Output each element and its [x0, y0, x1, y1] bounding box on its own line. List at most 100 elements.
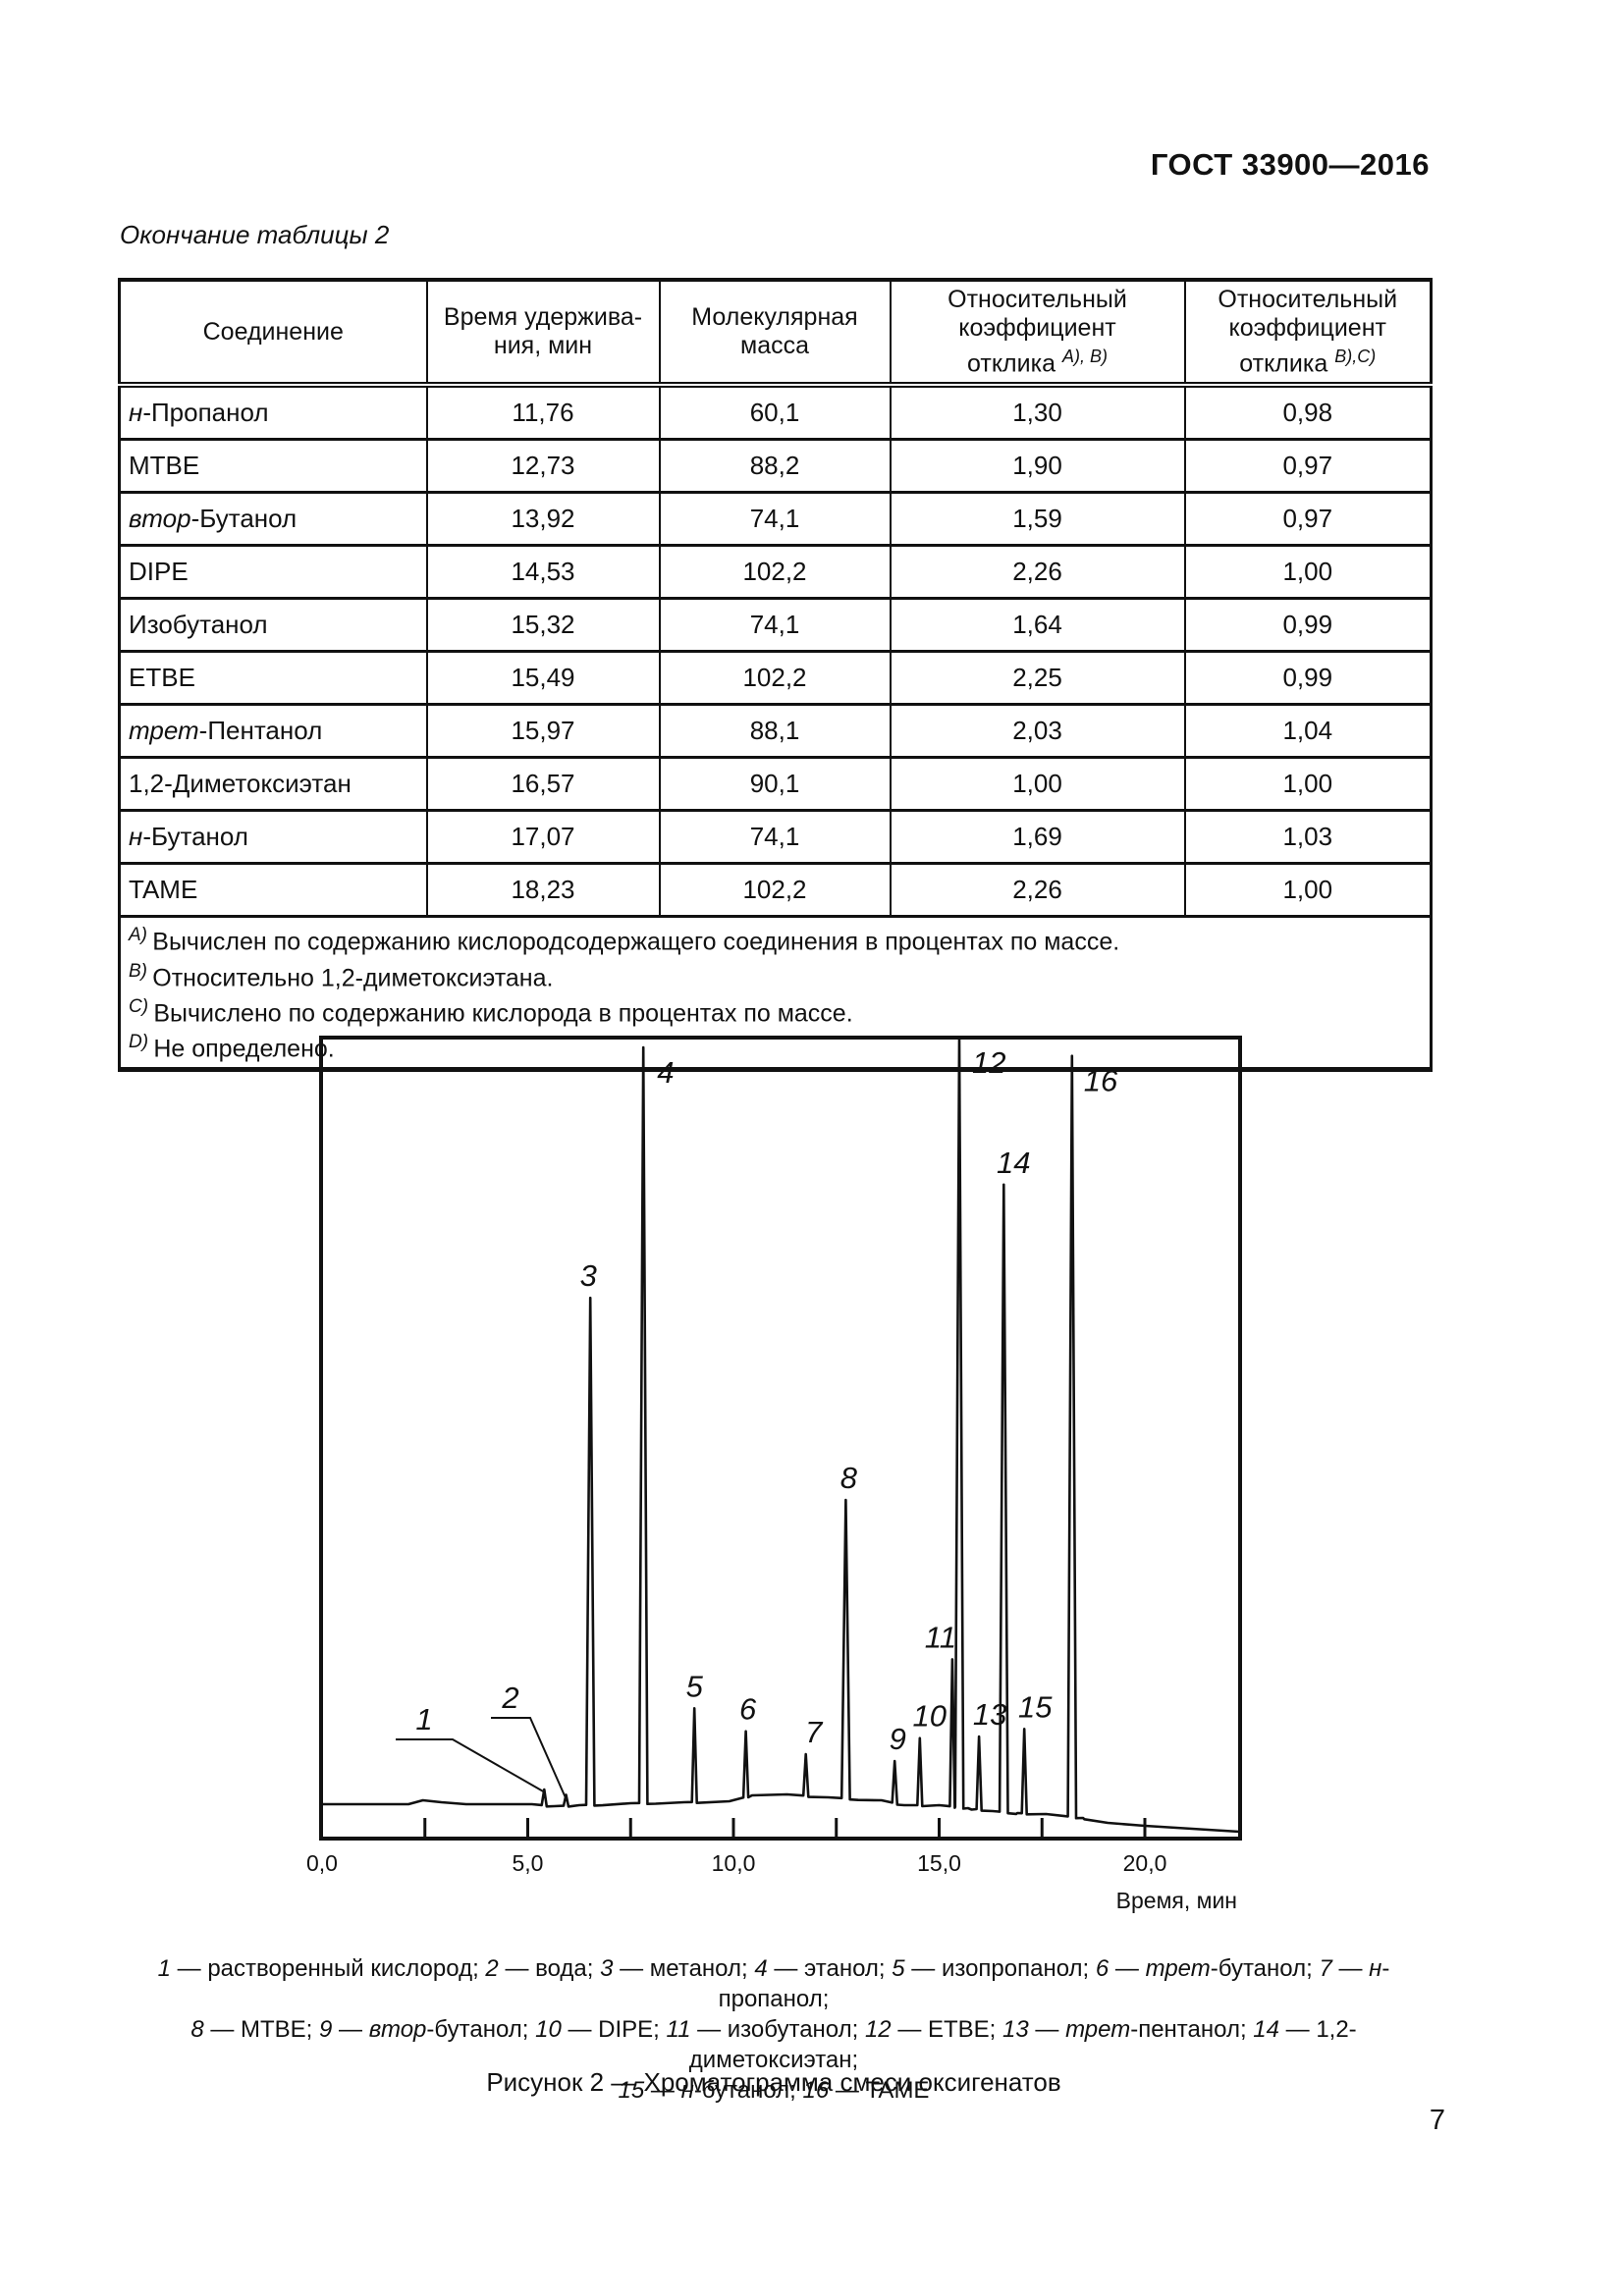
response-factor-a-cell: 1,30 — [889, 383, 1186, 441]
response-factor-b-cell: 1,00 — [1183, 756, 1433, 812]
response-factor-b-cell: 1,00 — [1183, 862, 1433, 918]
peak-label-4: 4 — [657, 1055, 674, 1090]
compound-cell: 1,2-Диметоксиэтан — [118, 756, 428, 812]
figure-title: Рисунок 2 — Хроматограмма смеси оксигена… — [486, 2067, 1061, 2097]
retention-time-cell: 17,07 — [425, 809, 661, 865]
peak-label-11: 11 — [925, 1620, 956, 1654]
footnote: С) Вычислено по содержанию кислорода в п… — [129, 995, 853, 1028]
footnote: В) Относительно 1,2-диметоксиэтана. — [129, 960, 554, 991]
x-tick-label: 0,0 — [306, 1850, 338, 1876]
peak-label-3: 3 — [580, 1258, 597, 1293]
response-factor-b-cell: 0,97 — [1183, 491, 1433, 547]
retention-time-cell: 15,49 — [425, 650, 661, 706]
table-body: н-Пропанол 11,76 60,1 1,30 0,98 MTBE 12,73 88,2… — [118, 383, 1433, 918]
document-header: ГОСТ 33900—2016 — [1150, 147, 1430, 182]
response-factor-a-cell: 2,26 — [889, 544, 1186, 600]
molecular-mass-cell: 88,2 — [658, 438, 892, 494]
response-factor-b-cell: 0,99 — [1183, 650, 1433, 706]
peak-label-1: 1 — [415, 1702, 432, 1736]
compound-cell: втор-Бутанол — [118, 491, 428, 547]
retention-time-cell: 15,32 — [425, 597, 661, 653]
molecular-mass-cell: 90,1 — [658, 756, 892, 812]
oxygenates-table: Соединение Время удержива-ния, мин Молекул… — [118, 278, 1433, 1072]
retention-time-cell: 14,53 — [425, 544, 661, 600]
molecular-mass-cell: 88,1 — [658, 703, 892, 759]
response-factor-a-cell: 1,64 — [889, 597, 1186, 653]
retention-time-cell: 16,57 — [425, 756, 661, 812]
peak-label-16: 16 — [1084, 1064, 1118, 1098]
peak-label-6: 6 — [739, 1692, 757, 1727]
molecular-mass-cell: 74,1 — [658, 491, 892, 547]
column-header-4: Относительный коэффициент отклика В),С) — [1183, 280, 1433, 389]
retention-time-cell: 12,73 — [425, 438, 661, 494]
retention-time-cell: 13,92 — [425, 491, 661, 547]
x-tick-label: 5,0 — [513, 1850, 544, 1876]
table-2-wrap: Соединение Время удержива-ния, мин Молекул… — [118, 278, 1433, 1072]
peak-label-10: 10 — [913, 1699, 947, 1734]
table-continuation-label: Окончание таблицы 2 — [120, 220, 390, 249]
retention-time-cell: 18,23 — [425, 862, 661, 918]
legend-line: 1 — растворенный кислород; 2 — вода; 3 —… — [157, 1955, 1390, 2012]
x-tick-label: 15,0 — [917, 1850, 961, 1876]
table-row: втор-Бутанол 13,92 74,1 1,59 0,97 — [118, 491, 1433, 547]
response-factor-b-cell: 0,98 — [1183, 383, 1433, 441]
retention-time-cell: 15,97 — [425, 703, 661, 759]
table-row: н-Пропанол 11,76 60,1 1,30 0,98 — [118, 383, 1433, 441]
response-factor-b-cell: 1,00 — [1183, 544, 1433, 600]
compound-cell: трет-Пентанол — [118, 703, 428, 759]
compound-cell: н-Бутанол — [118, 809, 428, 865]
peak-label-12: 12 — [972, 1045, 1005, 1080]
response-factor-b-cell: 1,04 — [1183, 703, 1433, 759]
molecular-mass-cell: 102,2 — [658, 650, 892, 706]
peak-label-8: 8 — [840, 1461, 858, 1495]
table-row: Изобутанол 15,32 74,1 1,64 0,99 — [118, 597, 1433, 653]
peak-label-15: 15 — [1018, 1689, 1053, 1724]
response-factor-b-cell: 0,99 — [1183, 597, 1433, 653]
table-row: MTBE 12,73 88,2 1,90 0,97 — [118, 438, 1433, 494]
response-factor-a-cell: 2,26 — [889, 862, 1186, 918]
molecular-mass-cell: 74,1 — [658, 809, 892, 865]
response-factor-a-cell: 1,69 — [889, 809, 1186, 865]
x-tick-label: 20,0 — [1123, 1850, 1167, 1876]
peak-label-9: 9 — [890, 1722, 906, 1756]
response-factor-a-cell: 1,00 — [889, 756, 1186, 812]
table-row: н-Бутанол 17,07 74,1 1,69 1,03 — [118, 809, 1433, 865]
response-factor-a-cell: 1,59 — [889, 491, 1186, 547]
response-factor-a-cell: 1,90 — [889, 438, 1186, 494]
table-row: TAME 18,23 102,2 2,26 1,00 — [118, 862, 1433, 918]
response-factor-a-cell: 2,03 — [889, 703, 1186, 759]
page-number: 7 — [1429, 2105, 1445, 2136]
peak-label-5: 5 — [686, 1669, 704, 1703]
molecular-mass-cell: 74,1 — [658, 597, 892, 653]
compound-cell: TAME — [118, 862, 428, 918]
column-header-3: Относительный коэффициент отклика А), В) — [889, 280, 1186, 389]
compound-cell: MTBE — [118, 438, 428, 494]
peak-label-14: 14 — [997, 1146, 1030, 1180]
column-header-1: Время удержива-ния, мин — [425, 280, 661, 389]
compound-cell: н-Пропанол — [118, 383, 428, 441]
peak-label-13: 13 — [973, 1697, 1006, 1732]
retention-time-cell: 11,76 — [425, 383, 661, 441]
response-factor-b-cell: 0,97 — [1183, 438, 1433, 494]
table-row: 1,2-Диметоксиэтан 16,57 90,1 1,00 1,00 — [118, 756, 1433, 812]
table-footnotes: А) Вычислен по содержанию кислородсодерж… — [118, 915, 1433, 1071]
table-row: трет-Пентанол 15,97 88,1 2,03 1,04 — [118, 703, 1433, 759]
plot-box — [319, 1036, 1242, 1841]
legend-line: 15 — н-бутанол; 16 — TAME — [618, 2077, 930, 2104]
peak-leader-line-2 — [491, 1717, 567, 1797]
table-row: ETBE 15,49 102,2 2,25 0,99 — [118, 650, 1433, 706]
peak-label-2: 2 — [501, 1681, 518, 1715]
legend-line: 8 — MTBE; 9 — втор-бутанол; 10 — DIPE; 1… — [190, 2016, 1357, 2073]
column-header-2: Молекулярная масса — [658, 280, 892, 389]
response-factor-b-cell: 1,03 — [1183, 809, 1433, 865]
x-tick-label: 10,0 — [712, 1850, 756, 1876]
table-footnotes-row: А) Вычислен по содержанию кислородсодерж… — [118, 915, 1433, 1071]
chromatogram-trace — [322, 1036, 1240, 1834]
compound-cell: DIPE — [118, 544, 428, 600]
x-axis-title: Время, мин — [1116, 1888, 1237, 1913]
compound-cell: ETBE — [118, 650, 428, 706]
figure-legend: 1 — растворенный кислород; 2 — вода; 3 —… — [118, 1953, 1430, 2106]
response-factor-a-cell: 2,25 — [889, 650, 1186, 706]
